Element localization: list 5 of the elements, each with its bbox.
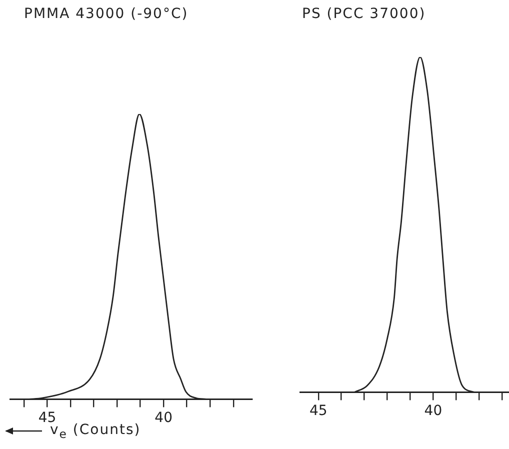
x-tick-label: 40	[154, 410, 172, 426]
x-tick-label: 45	[309, 403, 328, 420]
x-tick-label: 40	[424, 403, 442, 420]
chart-title: PMMA 43000 (-90°C)	[24, 6, 188, 22]
chart-title: PS (PCC 37000)	[302, 6, 426, 22]
